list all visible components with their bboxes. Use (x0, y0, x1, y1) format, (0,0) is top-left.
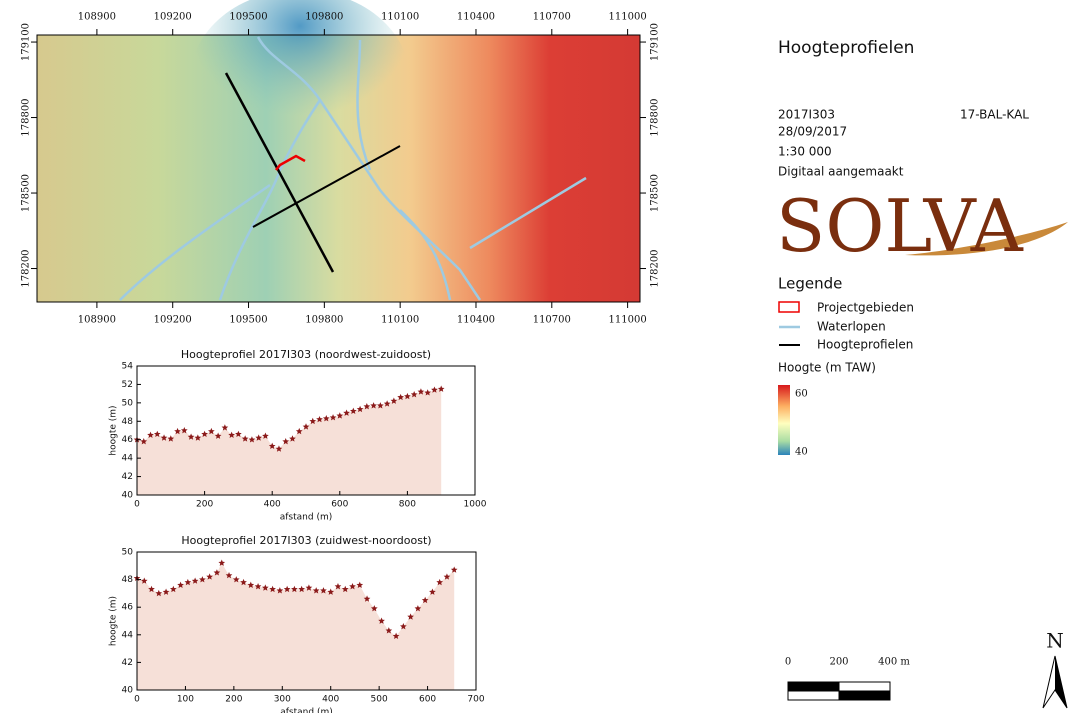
x-tick-label: 109800 (305, 12, 343, 23)
x-tick-label: 0 (134, 500, 140, 510)
x-tick-label: 110400 (457, 12, 495, 23)
y-tick-label: 178800 (21, 98, 32, 136)
date: 28/09/2017 (778, 125, 847, 139)
x-tick-label: 400 (264, 500, 281, 510)
x-tick-label: 700 (467, 695, 484, 705)
reference: 17-BAL-KAL (960, 108, 1029, 122)
logo: SOLVA (776, 184, 1024, 268)
panel-title: Hoogteprofielen (778, 38, 914, 58)
y-tick-label: 179100 (21, 23, 32, 61)
x-tick-label: 111000 (609, 12, 647, 23)
y-tick-label: 178500 (21, 174, 32, 212)
y-tick-label: 44 (122, 454, 134, 464)
y-tick-label: 178200 (650, 249, 661, 287)
x-tick-label: 110400 (457, 315, 495, 326)
profile-chart: 0 100 200 300 400 500 600 700 40 42 44 46 48 50 Hoogte… (109, 534, 485, 713)
scale-label: 0 (785, 657, 791, 668)
y-tick-label: 52 (122, 380, 133, 390)
x-tick-label: 110100 (381, 12, 419, 23)
y-tick-label: 50 (122, 398, 134, 408)
y-tick-label: 42 (122, 472, 133, 482)
y-tick-label: 44 (122, 630, 134, 640)
scale-text: 1:30 000 (778, 145, 832, 159)
y-tick-label: 46 (122, 435, 134, 445)
x-tick-label: 110100 (381, 315, 419, 326)
x-tick-label: 200 (225, 695, 242, 705)
x-tick-label: 100 (177, 695, 194, 705)
legend-label: Projectgebieden (817, 301, 914, 315)
y-tick-label: 50 (122, 548, 134, 558)
colorbar-label: 40 (795, 447, 808, 458)
x-tick-label: 300 (274, 695, 291, 705)
x-tick-label: 108900 (78, 12, 116, 23)
y-tick-label: 178500 (650, 174, 661, 212)
legend-label: Hoogteprofielen (817, 338, 913, 352)
x-tick-label: 500 (371, 695, 388, 705)
x-tick-label: 600 (419, 695, 436, 705)
x-tick-label: 110700 (533, 315, 571, 326)
x-axis-label: afstand (m) (280, 513, 332, 523)
page: Hoogteprofielen 2017I303 17-BAL-KAL 28/0… (0, 0, 1072, 713)
note: Digitaal aangemaakt (778, 165, 904, 179)
y-axis-label: hoogte (m) (109, 405, 119, 455)
code: 2017I303 (778, 108, 835, 122)
x-tick-label: 109500 (229, 315, 267, 326)
y-tick-label: 48 (122, 575, 134, 585)
y-tick-label: 178800 (650, 98, 661, 136)
map (37, 0, 640, 302)
colorbar-label: 60 (795, 389, 808, 400)
scale-label: 200 (829, 657, 848, 668)
y-tick-label: 40 (122, 491, 134, 501)
x-tick-label: 0 (134, 695, 140, 705)
chart-title: Hoogteprofiel 2017I303 (zuidwest-noordoo… (181, 534, 431, 547)
x-tick-label: 111000 (609, 315, 647, 326)
colorbar-title: Hoogte (m TAW) (778, 361, 876, 375)
profile-chart: 0 200 400 600 800 1000 40 42 44 46 48 50 52 54 Hoogtep… (109, 348, 487, 523)
y-tick-label: 46 (122, 603, 134, 613)
y-tick-label: 179100 (650, 23, 661, 61)
y-tick-label: 54 (122, 362, 134, 372)
legend-label: Waterlopen (817, 320, 886, 334)
x-tick-label: 109800 (305, 315, 343, 326)
area (137, 389, 441, 495)
x-tick-label: 600 (331, 500, 348, 510)
x-axis-label: afstand (m) (280, 708, 332, 714)
x-tick-label: 109200 (154, 315, 192, 326)
x-tick-label: 400 (322, 695, 339, 705)
x-tick-label: 109500 (229, 12, 267, 23)
y-axis-label: hoogte (m) (109, 596, 119, 646)
x-tick-label: 110700 (533, 12, 571, 23)
y-tick-label: 48 (122, 417, 134, 427)
scale-bar (788, 682, 890, 700)
side-panel: Hoogteprofielen 2017I303 17-BAL-KAL 28/0… (776, 38, 1068, 708)
x-tick-label: 108900 (78, 315, 116, 326)
x-tick-label: 1000 (464, 500, 487, 510)
colorbar (778, 385, 790, 455)
x-tick-label: 800 (399, 500, 416, 510)
area (137, 563, 454, 690)
scale-label: 400 m (878, 657, 910, 668)
x-tick-label: 109200 (154, 12, 192, 23)
legend-swatch (779, 302, 799, 312)
legend-title: Legende (778, 275, 842, 293)
y-tick-label: 178200 (21, 249, 32, 287)
point (451, 566, 458, 572)
y-tick-label: 40 (122, 686, 134, 696)
north-label: N (1046, 629, 1064, 653)
y-tick-label: 42 (122, 658, 133, 668)
x-tick-label: 200 (196, 500, 213, 510)
chart-title: Hoogteprofiel 2017I303 (noordwest-zuidoo… (181, 348, 431, 361)
